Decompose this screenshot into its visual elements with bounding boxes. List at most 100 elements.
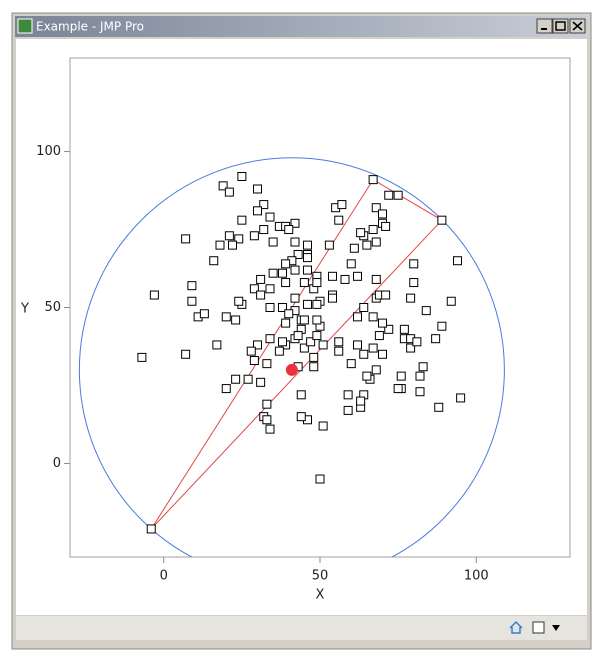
point (371, 365, 381, 375)
point (393, 384, 403, 394)
point (337, 200, 347, 210)
point (299, 343, 309, 353)
point (281, 318, 291, 328)
point (265, 424, 275, 434)
x-tick-label: 0 (160, 569, 168, 584)
plot-area (78, 157, 505, 557)
point (299, 315, 309, 325)
x-tick-label: 50 (312, 569, 329, 584)
point (359, 303, 369, 312)
point (334, 346, 344, 356)
point (290, 293, 300, 303)
minimize-button[interactable] (536, 18, 553, 34)
point (187, 296, 197, 306)
point (453, 256, 462, 266)
point (224, 231, 234, 241)
point (278, 337, 287, 347)
point (378, 209, 387, 219)
point (243, 374, 253, 384)
point (303, 299, 312, 309)
point (415, 371, 425, 381)
point (362, 371, 372, 381)
home-icon[interactable] (509, 620, 523, 634)
point (146, 524, 156, 534)
point (353, 340, 362, 350)
point (249, 284, 259, 294)
point (456, 393, 466, 403)
maximize-glyph (555, 21, 566, 31)
point (368, 312, 378, 322)
circle-center (285, 363, 298, 376)
point (356, 228, 366, 238)
x-tick-label: 100 (464, 569, 489, 584)
x-axis-label: X (316, 588, 325, 603)
point (268, 237, 278, 247)
point (234, 296, 244, 306)
point (312, 331, 322, 341)
point (399, 324, 409, 334)
point (409, 278, 419, 288)
point (349, 243, 359, 253)
point (149, 290, 159, 300)
point (353, 271, 362, 281)
point (284, 309, 294, 319)
point (234, 234, 244, 244)
point (290, 265, 300, 275)
point (334, 215, 344, 225)
point (381, 290, 391, 300)
point (262, 359, 272, 369)
point (356, 396, 366, 406)
point (249, 356, 259, 366)
point (409, 259, 419, 269)
point (346, 259, 356, 269)
dropdown-icon[interactable] (552, 625, 560, 631)
checkbox-icon[interactable] (532, 621, 545, 634)
point (353, 312, 362, 322)
point (231, 315, 241, 325)
point (315, 474, 325, 484)
point (253, 184, 262, 194)
point (215, 240, 225, 250)
point (368, 225, 378, 235)
point (249, 231, 259, 241)
point (437, 215, 447, 225)
point (384, 324, 394, 334)
point (221, 384, 231, 394)
point (293, 249, 303, 259)
point (278, 303, 287, 312)
point (346, 359, 356, 369)
point (212, 340, 222, 350)
point (181, 349, 191, 359)
point (393, 190, 403, 200)
point (303, 265, 312, 275)
point (268, 268, 278, 278)
y-axis-label: Y (20, 302, 29, 317)
point (343, 390, 353, 400)
window-buttons[interactable] (536, 18, 586, 34)
point (368, 343, 378, 353)
point (265, 334, 275, 344)
point (309, 362, 319, 372)
point (296, 412, 306, 422)
point (343, 405, 353, 415)
point (371, 274, 381, 284)
point (265, 303, 275, 312)
point (262, 415, 272, 425)
point (415, 387, 425, 397)
point (384, 190, 394, 200)
enclosing-circle (78, 157, 505, 557)
point (312, 299, 322, 309)
point (187, 281, 197, 291)
window-title: Example - JMP Pro (36, 20, 144, 34)
point (374, 331, 384, 341)
point (256, 290, 266, 300)
point (209, 256, 219, 266)
point (312, 315, 322, 325)
point (290, 237, 300, 247)
point (265, 212, 275, 222)
point (256, 377, 266, 387)
point (221, 312, 231, 322)
point (359, 349, 369, 359)
